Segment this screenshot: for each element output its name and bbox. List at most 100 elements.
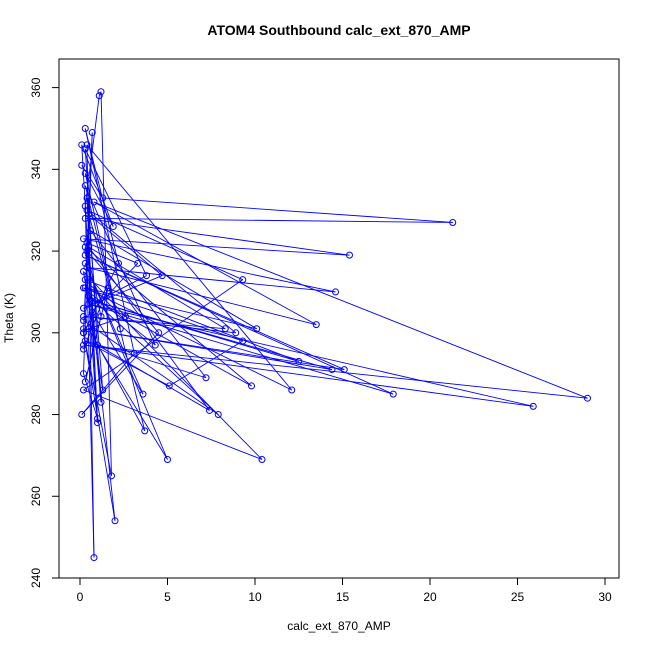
series-line-segment [86, 197, 104, 391]
data-point [87, 296, 94, 304]
x-tick-label: 5 [164, 590, 171, 604]
series-line-segment [97, 344, 168, 460]
series-line-segment [88, 316, 126, 330]
data-point [97, 88, 105, 96]
data-point [253, 325, 261, 333]
series-line-segment [88, 328, 146, 432]
series-line-segment [85, 287, 292, 391]
data-point [90, 198, 98, 206]
data-point [81, 337, 89, 345]
data-point [214, 411, 222, 419]
series-line-segment [84, 279, 263, 460]
data-point [239, 337, 247, 345]
series-line-segment [93, 201, 588, 399]
series-line-segment [83, 344, 588, 399]
data-point [85, 210, 93, 218]
data-point [202, 374, 210, 382]
data-point [83, 239, 91, 247]
data-point [99, 386, 107, 394]
series-line-segment [86, 250, 160, 334]
y-tick-label: 340 [29, 159, 43, 179]
series-line-segment [84, 246, 252, 387]
data-point [115, 259, 122, 267]
data-point [85, 325, 93, 333]
y-tick-label: 240 [29, 568, 43, 588]
series-line-segment [86, 209, 243, 281]
series-line-segment [83, 320, 219, 415]
series-line-segment [84, 287, 109, 382]
data-point [134, 259, 142, 267]
data-point [78, 161, 86, 169]
data-point [108, 472, 115, 480]
data-point [109, 223, 117, 231]
data-point [97, 312, 105, 320]
y-tick-label: 360 [29, 77, 43, 97]
data-point [81, 259, 89, 267]
data-point [239, 276, 247, 284]
data-point [389, 390, 397, 398]
y-tick-label: 280 [29, 404, 43, 424]
data-point [295, 357, 303, 365]
series-line-segment [84, 148, 102, 403]
data-point [80, 345, 87, 353]
chart-title: ATOM4 Southbound calc_ext_870_AMP [207, 22, 470, 38]
series-line-segment [86, 266, 336, 293]
data-point [80, 235, 87, 243]
series-line-segment [86, 144, 293, 391]
x-tick-label: 20 [423, 590, 437, 604]
data-point [80, 268, 87, 276]
data-point [449, 218, 457, 226]
data-point [83, 141, 91, 149]
x-axis-label: calc_ext_870_AMP [287, 619, 390, 633]
data-point [340, 366, 348, 374]
series-line-segment [83, 344, 534, 407]
data-point [81, 378, 89, 386]
data-point [104, 284, 112, 292]
data-point [346, 251, 353, 259]
series-line-segment [83, 279, 244, 391]
data-point [94, 341, 101, 349]
data-point [143, 272, 150, 280]
series-line-segment [98, 91, 102, 96]
series-line-segment [100, 91, 112, 476]
data-point [328, 366, 336, 374]
series-line-segment [84, 128, 119, 264]
data-point [81, 202, 89, 210]
data-point [87, 227, 94, 235]
x-axis: 0 5 10 15 20 25 30 [77, 577, 612, 604]
data-point [80, 341, 87, 349]
series-line-segment [85, 217, 350, 256]
data-point [97, 398, 105, 406]
series-line-segment [81, 332, 160, 415]
data-point [78, 411, 86, 419]
y-tick-label: 320 [29, 241, 43, 261]
data-point [248, 382, 255, 390]
series-line-segment [88, 246, 226, 330]
data-point [155, 329, 163, 337]
x-tick-label: 30 [598, 590, 612, 604]
data-point [81, 182, 89, 190]
data-point [81, 243, 89, 251]
series-line-segment [91, 312, 144, 395]
data-point [80, 304, 87, 312]
series-line-segment [83, 287, 243, 342]
series-line-segment [88, 295, 219, 415]
data-point [88, 129, 96, 137]
data-point [258, 455, 266, 463]
data-point [165, 382, 173, 390]
series-line-segment [88, 213, 163, 276]
data-point [81, 145, 89, 153]
data-point [81, 214, 89, 222]
series-lines [81, 91, 588, 558]
y-tick-label: 260 [29, 486, 43, 506]
data-point [139, 390, 147, 398]
plot-frame [58, 58, 620, 579]
y-axis: 240 260 280 300 320 340 360 [29, 77, 60, 588]
data-point [94, 415, 101, 423]
data-point [80, 284, 87, 292]
data-point [122, 312, 129, 320]
data-point [81, 276, 89, 284]
series-line-segment [90, 230, 207, 379]
data-point [111, 517, 119, 525]
